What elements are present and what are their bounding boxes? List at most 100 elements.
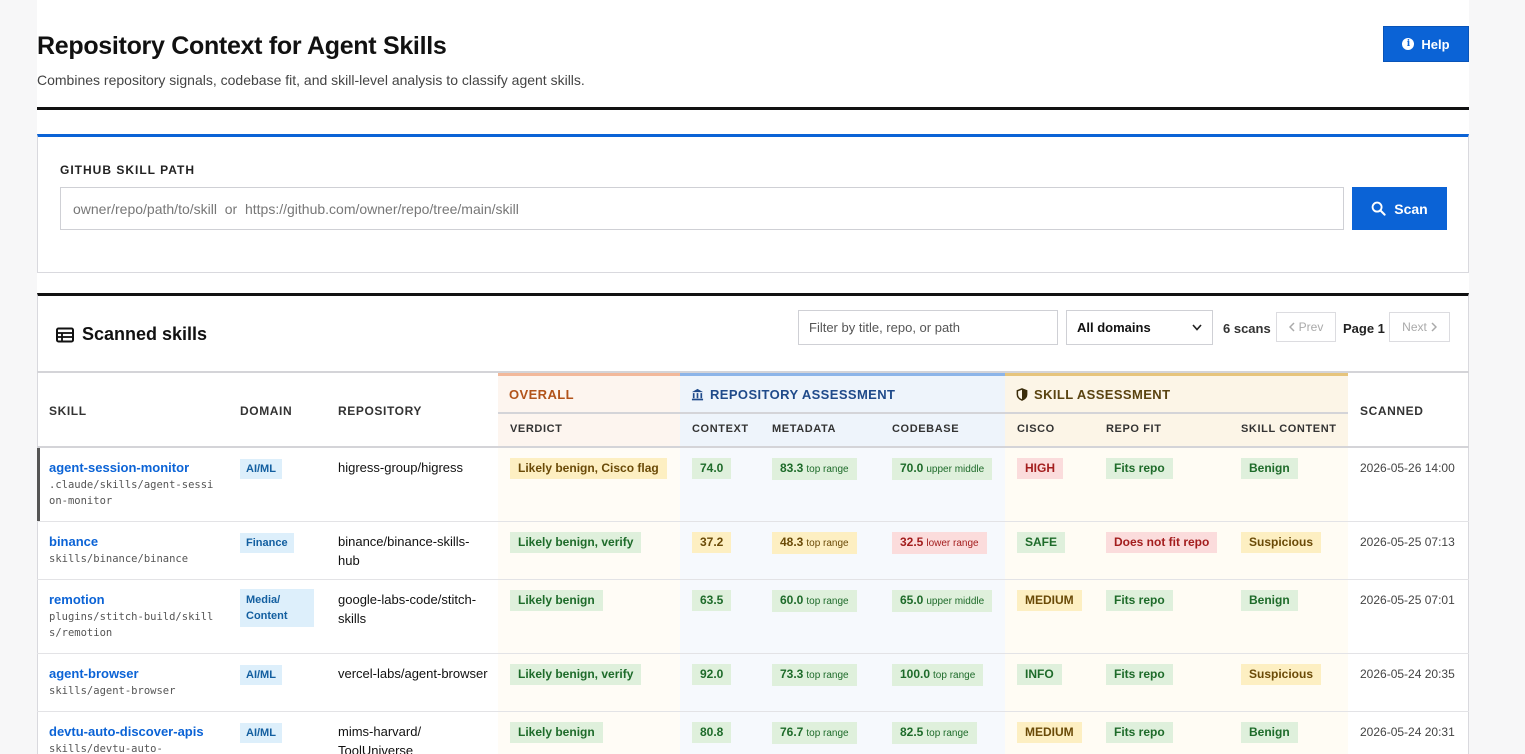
domain-select-value: All domains bbox=[1077, 320, 1151, 335]
repository-name: google-labs-code/stitch-skills bbox=[338, 592, 477, 626]
verdict-badge: Likely benign, verify bbox=[510, 532, 642, 553]
context-score: 37.2 bbox=[692, 532, 732, 553]
shield-icon bbox=[1016, 387, 1028, 401]
verdict-badge: Likely benign, verify bbox=[510, 664, 642, 685]
codebase-range: top range bbox=[926, 728, 969, 739]
codebase-score: 100.0 top range bbox=[892, 664, 984, 686]
codebase-value: 32.5 bbox=[900, 535, 924, 549]
skill-content-badge: Benign bbox=[1241, 722, 1298, 743]
skill-name-link[interactable]: binance bbox=[49, 534, 99, 549]
scanned-date: 2026-05-24 20:35 bbox=[1360, 667, 1455, 681]
scanned-skills-title-text: Scanned skills bbox=[82, 324, 208, 344]
context-score: 92.0 bbox=[692, 664, 732, 685]
skill-content-badge: Suspicious bbox=[1241, 664, 1322, 685]
col-codebase: CODEBASE bbox=[892, 423, 960, 435]
metadata-score: 83.3 top range bbox=[772, 458, 857, 480]
metadata-score: 60.0 top range bbox=[772, 590, 857, 612]
scanned-date: 2026-05-25 07:13 bbox=[1360, 535, 1455, 549]
codebase-value: 65.0 bbox=[900, 593, 924, 607]
skill-name-link[interactable]: agent-session-monitor bbox=[49, 460, 190, 475]
table-icon bbox=[56, 327, 74, 342]
codebase-value: 70.0 bbox=[900, 461, 924, 475]
table-row[interactable]: agent-browser skills/agent-browser AI/ML… bbox=[37, 654, 1469, 712]
metadata-range: top range bbox=[806, 728, 849, 739]
scan-button[interactable]: Scan bbox=[1352, 187, 1447, 230]
help-button-label: Help bbox=[1421, 36, 1450, 52]
skill-content-badge: Suspicious bbox=[1241, 532, 1322, 553]
scanned-skills-title: Scanned skills bbox=[56, 324, 207, 345]
skill-path-label: GITHUB SKILL PATH bbox=[60, 163, 195, 177]
repository-name: higress-group/higress bbox=[338, 460, 464, 475]
col-cisco: CISCO bbox=[1017, 423, 1055, 435]
metadata-range: top range bbox=[806, 596, 849, 607]
context-score: 80.8 bbox=[692, 722, 732, 743]
codebase-score: 82.5 top range bbox=[892, 722, 977, 744]
scanned-date: 2026-05-26 14:00 bbox=[1360, 461, 1455, 475]
group-skill-assessment: SKILL ASSESSMENT bbox=[1005, 373, 1348, 446]
domain-badge: Finance bbox=[240, 533, 294, 553]
metadata-value: 83.3 bbox=[780, 461, 804, 475]
skill-path: skills/binance/binance bbox=[49, 553, 189, 565]
page-subtitle: Combines repository signals, codebase fi… bbox=[37, 72, 585, 88]
codebase-score: 65.0 upper middle bbox=[892, 590, 993, 612]
codebase-range: upper middle bbox=[926, 464, 985, 475]
page-header: Repository Context for Agent Skills Comb… bbox=[37, 0, 1469, 110]
table-header: OVERALL REPOSITORY ASSESSMENT SKILL ASSE… bbox=[37, 371, 1469, 448]
col-metadata: METADATA bbox=[772, 423, 837, 435]
prev-page-label: Prev bbox=[1298, 320, 1324, 334]
group-skill-title: SKILL ASSESSMENT bbox=[1034, 386, 1171, 402]
page-indicator: Page 1 bbox=[1343, 321, 1385, 336]
skill-path-input[interactable] bbox=[60, 187, 1344, 230]
codebase-range: lower range bbox=[926, 538, 979, 549]
repo-fit-badge: Fits repo bbox=[1106, 664, 1173, 685]
col-scanned: SCANNED bbox=[1360, 404, 1424, 418]
domain-badge: AI/ML bbox=[240, 723, 282, 743]
col-domain: DOMAIN bbox=[240, 404, 293, 418]
cisco-badge: INFO bbox=[1017, 664, 1062, 685]
help-button[interactable]: i Help bbox=[1383, 26, 1469, 62]
prev-page-button[interactable]: Prev bbox=[1276, 312, 1336, 342]
metadata-value: 76.7 bbox=[780, 725, 804, 739]
scan-count: 6 scans bbox=[1223, 321, 1271, 336]
skill-name-link[interactable]: agent-browser bbox=[49, 666, 139, 681]
page-title: Repository Context for Agent Skills bbox=[37, 32, 447, 60]
metadata-score: 76.7 top range bbox=[772, 722, 857, 744]
domain-select[interactable]: All domains bbox=[1066, 310, 1213, 345]
chevron-left-icon bbox=[1288, 322, 1295, 332]
col-context: CONTEXT bbox=[692, 423, 749, 435]
domain-badge: AI/ML bbox=[240, 459, 282, 479]
verdict-badge: Likely benign bbox=[510, 722, 603, 743]
scanned-date: 2026-05-25 07:01 bbox=[1360, 593, 1455, 607]
metadata-range: top range bbox=[806, 538, 849, 549]
table-row[interactable]: remotion plugins/stitch-build/skills/rem… bbox=[37, 580, 1469, 654]
skill-name-link[interactable]: remotion bbox=[49, 592, 105, 607]
context-score: 74.0 bbox=[692, 458, 732, 479]
repo-fit-badge: Fits repo bbox=[1106, 590, 1173, 611]
repository-name: binance/binance-skills-hub bbox=[338, 534, 470, 568]
next-page-label: Next bbox=[1402, 320, 1427, 334]
table-row[interactable]: devtu-auto-discover-apis skills/devtu-au… bbox=[37, 712, 1469, 754]
scanned-skills-panel: Scanned skills All domains 6 scans Prev … bbox=[37, 293, 1469, 754]
codebase-value: 82.5 bbox=[900, 725, 924, 739]
metadata-range: top range bbox=[806, 464, 849, 475]
table-row[interactable]: binance skills/binance/binance Finance b… bbox=[37, 522, 1469, 580]
repo-fit-badge: Fits repo bbox=[1106, 458, 1173, 479]
next-page-button[interactable]: Next bbox=[1389, 312, 1450, 342]
codebase-value: 100.0 bbox=[900, 667, 931, 681]
skills-table: OVERALL REPOSITORY ASSESSMENT SKILL ASSE… bbox=[37, 371, 1469, 754]
skill-path: plugins/stitch-build/skills/remotion bbox=[49, 611, 214, 639]
metadata-score: 73.3 top range bbox=[772, 664, 857, 686]
col-verdict: VERDICT bbox=[510, 423, 563, 435]
domain-badge: AI/ML bbox=[240, 665, 282, 685]
skill-name-link[interactable]: devtu-auto-discover-apis bbox=[49, 724, 204, 739]
filter-input[interactable] bbox=[798, 310, 1058, 345]
repo-fit-badge: Does not fit repo bbox=[1106, 532, 1218, 553]
col-repository: REPOSITORY bbox=[338, 404, 423, 418]
verdict-badge: Likely benign bbox=[510, 590, 603, 611]
domain-badge: Media/ Content bbox=[240, 589, 314, 627]
page: Repository Context for Agent Skills Comb… bbox=[37, 0, 1469, 754]
cisco-badge: MEDIUM bbox=[1017, 590, 1082, 611]
table-row[interactable]: agent-session-monitor .claude/skills/age… bbox=[37, 448, 1469, 522]
skill-path: skills/agent-browser bbox=[49, 685, 176, 697]
repo-fit-badge: Fits repo bbox=[1106, 722, 1173, 743]
